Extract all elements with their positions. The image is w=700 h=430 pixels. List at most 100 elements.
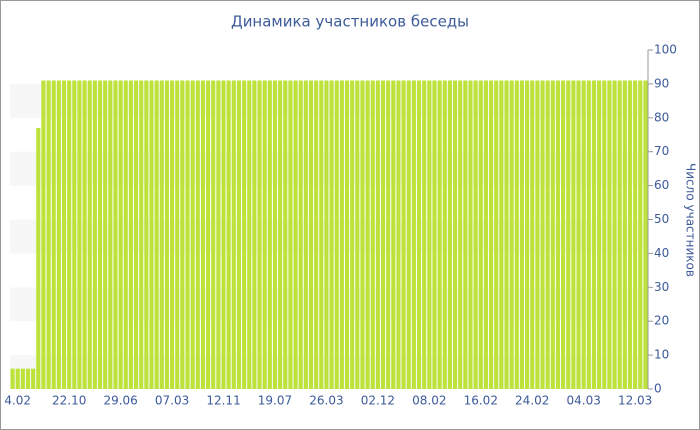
x-tick-label: 16.02 <box>464 394 498 408</box>
bar <box>422 80 427 389</box>
x-tick-label: 24.02 <box>515 394 549 408</box>
x-tick-label: 19.07 <box>258 394 292 408</box>
bar <box>175 80 180 389</box>
bar <box>344 80 350 389</box>
bar <box>612 80 617 389</box>
bar <box>458 80 463 389</box>
bar <box>20 368 25 389</box>
bar <box>499 80 504 389</box>
bar <box>602 80 607 389</box>
bar <box>483 80 488 389</box>
bar <box>200 80 206 389</box>
bar <box>478 80 483 389</box>
bar <box>597 80 602 389</box>
y-axis-label: Число участников <box>684 163 698 277</box>
bar <box>128 80 133 389</box>
bar <box>432 80 437 389</box>
bar <box>257 80 262 389</box>
bar <box>545 80 550 389</box>
bar <box>633 80 638 389</box>
bar <box>180 80 185 389</box>
bar <box>391 80 396 389</box>
bar <box>231 80 236 389</box>
bar <box>350 80 355 389</box>
bar <box>375 80 380 389</box>
y-tick-label: 20 <box>654 314 669 328</box>
bar <box>252 80 257 389</box>
bar <box>170 80 175 389</box>
bar <box>638 80 643 389</box>
bar <box>442 80 447 389</box>
y-tick-label: 30 <box>654 280 669 294</box>
x-tick-label: 08.02 <box>412 394 446 408</box>
bar <box>386 80 391 389</box>
y-tick-label: 40 <box>654 246 669 260</box>
bar <box>581 80 586 389</box>
bar <box>308 80 314 389</box>
bar <box>67 80 72 389</box>
bar <box>247 80 252 389</box>
bar <box>540 80 545 389</box>
y-tick-label: 100 <box>654 43 677 57</box>
bar <box>288 80 293 389</box>
bar <box>51 80 56 389</box>
bar <box>31 368 36 389</box>
bar <box>262 80 267 389</box>
bar <box>339 80 344 389</box>
y-tick-label: 90 <box>654 76 669 90</box>
bar <box>401 80 406 389</box>
bar <box>566 80 571 389</box>
bar <box>380 80 386 389</box>
bar <box>133 80 139 389</box>
bar <box>504 80 509 389</box>
x-tick-label: 29.06 <box>103 394 137 408</box>
bar <box>447 80 452 389</box>
bar <box>82 80 87 389</box>
bar <box>195 80 200 389</box>
bar <box>427 80 432 389</box>
bar <box>123 80 128 389</box>
bar <box>72 80 77 389</box>
bar <box>10 368 15 389</box>
bar <box>586 80 591 389</box>
bar <box>509 80 514 389</box>
bar <box>473 80 478 389</box>
bar <box>530 80 535 389</box>
bar <box>242 80 247 389</box>
bar <box>643 80 648 389</box>
bar <box>365 80 370 389</box>
bar <box>324 80 329 389</box>
bar <box>267 80 272 389</box>
bar <box>216 80 221 389</box>
x-tick-label: 12.03 <box>618 394 652 408</box>
bar <box>185 80 190 389</box>
x-tick-label: 04.03 <box>567 394 601 408</box>
bar <box>97 80 103 389</box>
bar <box>149 80 154 389</box>
bar <box>355 80 360 389</box>
bar <box>555 80 561 389</box>
bar <box>370 80 375 389</box>
bar <box>164 80 169 389</box>
bar <box>576 80 581 389</box>
bar <box>334 80 339 389</box>
bar <box>314 80 319 389</box>
chart-title: Динамика участников беседы <box>231 13 469 31</box>
x-tick-label: 4.02 <box>4 394 31 408</box>
bar <box>41 80 46 389</box>
bar <box>293 80 298 389</box>
bar <box>571 80 576 389</box>
bar <box>87 80 92 389</box>
bar <box>329 80 334 389</box>
bar <box>46 80 51 389</box>
bar <box>622 80 627 389</box>
x-tick-label: 22.10 <box>52 394 86 408</box>
x-tick-label: 12.11 <box>206 394 240 408</box>
bar <box>108 80 113 389</box>
bar <box>118 80 123 389</box>
bar <box>190 80 195 389</box>
y-tick-label: 10 <box>654 348 669 362</box>
bar <box>561 80 566 389</box>
